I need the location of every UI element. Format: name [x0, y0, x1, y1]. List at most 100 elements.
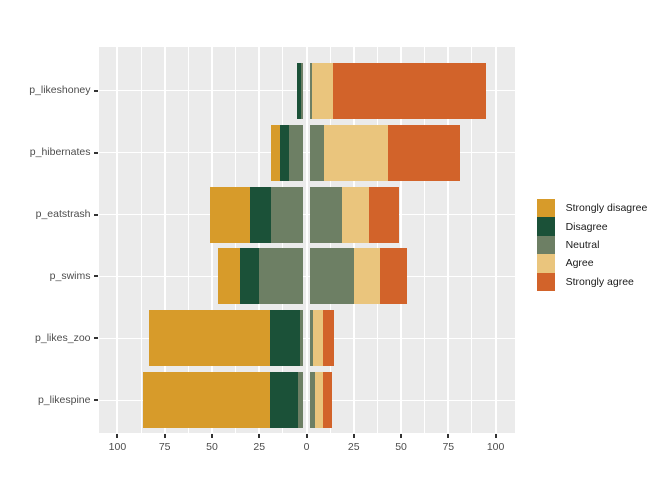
- minor-gridline: [471, 47, 473, 433]
- bar-segment-strongly-agree: [332, 62, 487, 119]
- x-axis-tick: [352, 433, 355, 438]
- bar-segment-disagree: [280, 124, 290, 181]
- bar-segment-neutral-left: [300, 62, 304, 119]
- x-axis-tick: [447, 433, 450, 438]
- category-gridline: [98, 275, 515, 278]
- x-axis-tick: [494, 433, 497, 438]
- y-axis-tick: [93, 337, 98, 340]
- bar-segment-agree: [342, 186, 369, 243]
- x-axis-tick-label: 50: [395, 441, 407, 453]
- minor-gridline: [187, 47, 189, 433]
- bar-segment-strongly-disagree: [142, 372, 270, 429]
- bar-segment-disagree: [269, 372, 298, 429]
- major-gridline: [494, 47, 497, 433]
- legend-item: Strongly disagree: [537, 199, 648, 218]
- y-axis-tick: [93, 89, 98, 92]
- legend-swatch-icon: [537, 272, 555, 291]
- bar-left-stack-p_likeshoney: [297, 62, 304, 119]
- bar-segment-neutral-right: [309, 62, 313, 119]
- x-axis-tick-label: 75: [442, 441, 455, 453]
- y-axis-category-label: p_likespine: [37, 393, 91, 406]
- x-axis-tick: [305, 433, 308, 438]
- bar-right-stack-p_likes_zoo: [309, 310, 334, 367]
- bar-segment-strongly-disagree: [210, 186, 250, 243]
- bar-segment-neutral-left: [289, 124, 304, 181]
- x-axis-tick: [116, 433, 119, 438]
- x-axis-tick: [400, 433, 403, 438]
- bar-segment-agree: [312, 62, 333, 119]
- bar-segment-neutral-right: [309, 372, 315, 429]
- bar-right-stack-p_likeshoney: [309, 62, 487, 119]
- y-axis-tick: [93, 213, 98, 216]
- bar-left-stack-p_likes_zoo: [148, 310, 304, 367]
- legend-label: Neutral: [565, 238, 600, 251]
- bar-right-stack-p_likespine: [309, 372, 333, 429]
- bar-left-stack-p_eatstrash: [210, 186, 304, 243]
- bar-segment-disagree: [249, 186, 271, 243]
- x-axis-tick-label: 75: [158, 441, 171, 453]
- legend-swatch-icon: [537, 254, 555, 273]
- category-gridline: [98, 337, 515, 340]
- category-gridline: [98, 399, 515, 402]
- x-axis-tick-label: 100: [108, 441, 127, 453]
- y-axis-tick: [93, 151, 98, 154]
- bar-segment-agree: [323, 124, 388, 181]
- major-gridline: [116, 47, 119, 433]
- x-axis-tick: [163, 433, 166, 438]
- plot-panel: [98, 47, 515, 433]
- legend-item: Agree: [537, 254, 647, 273]
- legend-label: Strongly agree: [565, 275, 634, 288]
- minor-gridline: [424, 47, 426, 433]
- y-axis-category-label: p_likes_zoo: [35, 331, 91, 344]
- x-axis-tick-label: 50: [206, 441, 218, 453]
- bar-segment-neutral-left: [299, 310, 304, 367]
- x-axis-tick: [258, 433, 261, 438]
- bar-segment-strongly-disagree: [270, 124, 281, 181]
- bar-segment-agree: [353, 248, 381, 305]
- bar-right-stack-p_eatstrash: [309, 186, 400, 243]
- bar-segment-strongly-agree: [380, 248, 407, 305]
- y-axis-category-label: p_hibernates: [29, 146, 91, 159]
- bar-right-stack-p_swims: [309, 248, 407, 305]
- x-axis-tick: [210, 433, 213, 438]
- legend-label: Agree: [565, 257, 594, 270]
- y-axis-tick: [93, 399, 98, 402]
- bar-segment-strongly-disagree: [148, 310, 270, 367]
- bar-left-stack-p_likespine: [142, 372, 304, 429]
- y-axis-tick: [93, 275, 98, 278]
- y-axis-category-label: p_eatstrash: [35, 208, 91, 221]
- major-gridline: [305, 47, 308, 433]
- category-gridline: [98, 89, 515, 92]
- bar-segment-neutral-right: [309, 124, 324, 181]
- legend-label: Strongly disagree: [565, 202, 648, 215]
- y-axis-category-label: p_swims: [49, 269, 91, 282]
- minor-gridline: [140, 47, 142, 433]
- bar-segment-strongly-agree: [368, 186, 400, 243]
- bar-right-stack-p_hibernates: [309, 124, 460, 181]
- bar-left-stack-p_hibernates: [270, 124, 304, 181]
- y-axis-category-label: p_likeshoney: [29, 84, 91, 97]
- major-gridline: [400, 47, 403, 433]
- legend-swatch-icon: [537, 235, 555, 255]
- category-gridline: [98, 151, 515, 154]
- legend-item: Disagree: [537, 217, 647, 236]
- bar-segment-strongly-agree: [387, 124, 460, 181]
- legend-label: Disagree: [565, 220, 608, 233]
- legend-item: Neutral: [537, 235, 647, 255]
- legend: Strongly disagree Disagree Neutral Agree Str…: [537, 199, 647, 291]
- bar-left-stack-p_swims: [217, 248, 304, 305]
- bar-segment-disagree: [297, 62, 301, 119]
- bar-segment-neutral-right: [309, 186, 343, 243]
- bar-segment-neutral-left: [270, 186, 304, 243]
- bar-segment-strongly-agree: [322, 310, 334, 367]
- x-axis-tick-label: 25: [253, 441, 266, 453]
- bar-segment-agree: [313, 310, 323, 367]
- bar-segment-neutral-left: [297, 372, 304, 429]
- legend-swatch-icon: [537, 199, 555, 218]
- bar-segment-strongly-agree: [322, 372, 333, 429]
- major-gridline: [163, 47, 166, 433]
- bar-segment-agree: [315, 372, 323, 429]
- bar-segment-disagree: [240, 248, 260, 305]
- x-axis-tick-label: 100: [486, 441, 505, 453]
